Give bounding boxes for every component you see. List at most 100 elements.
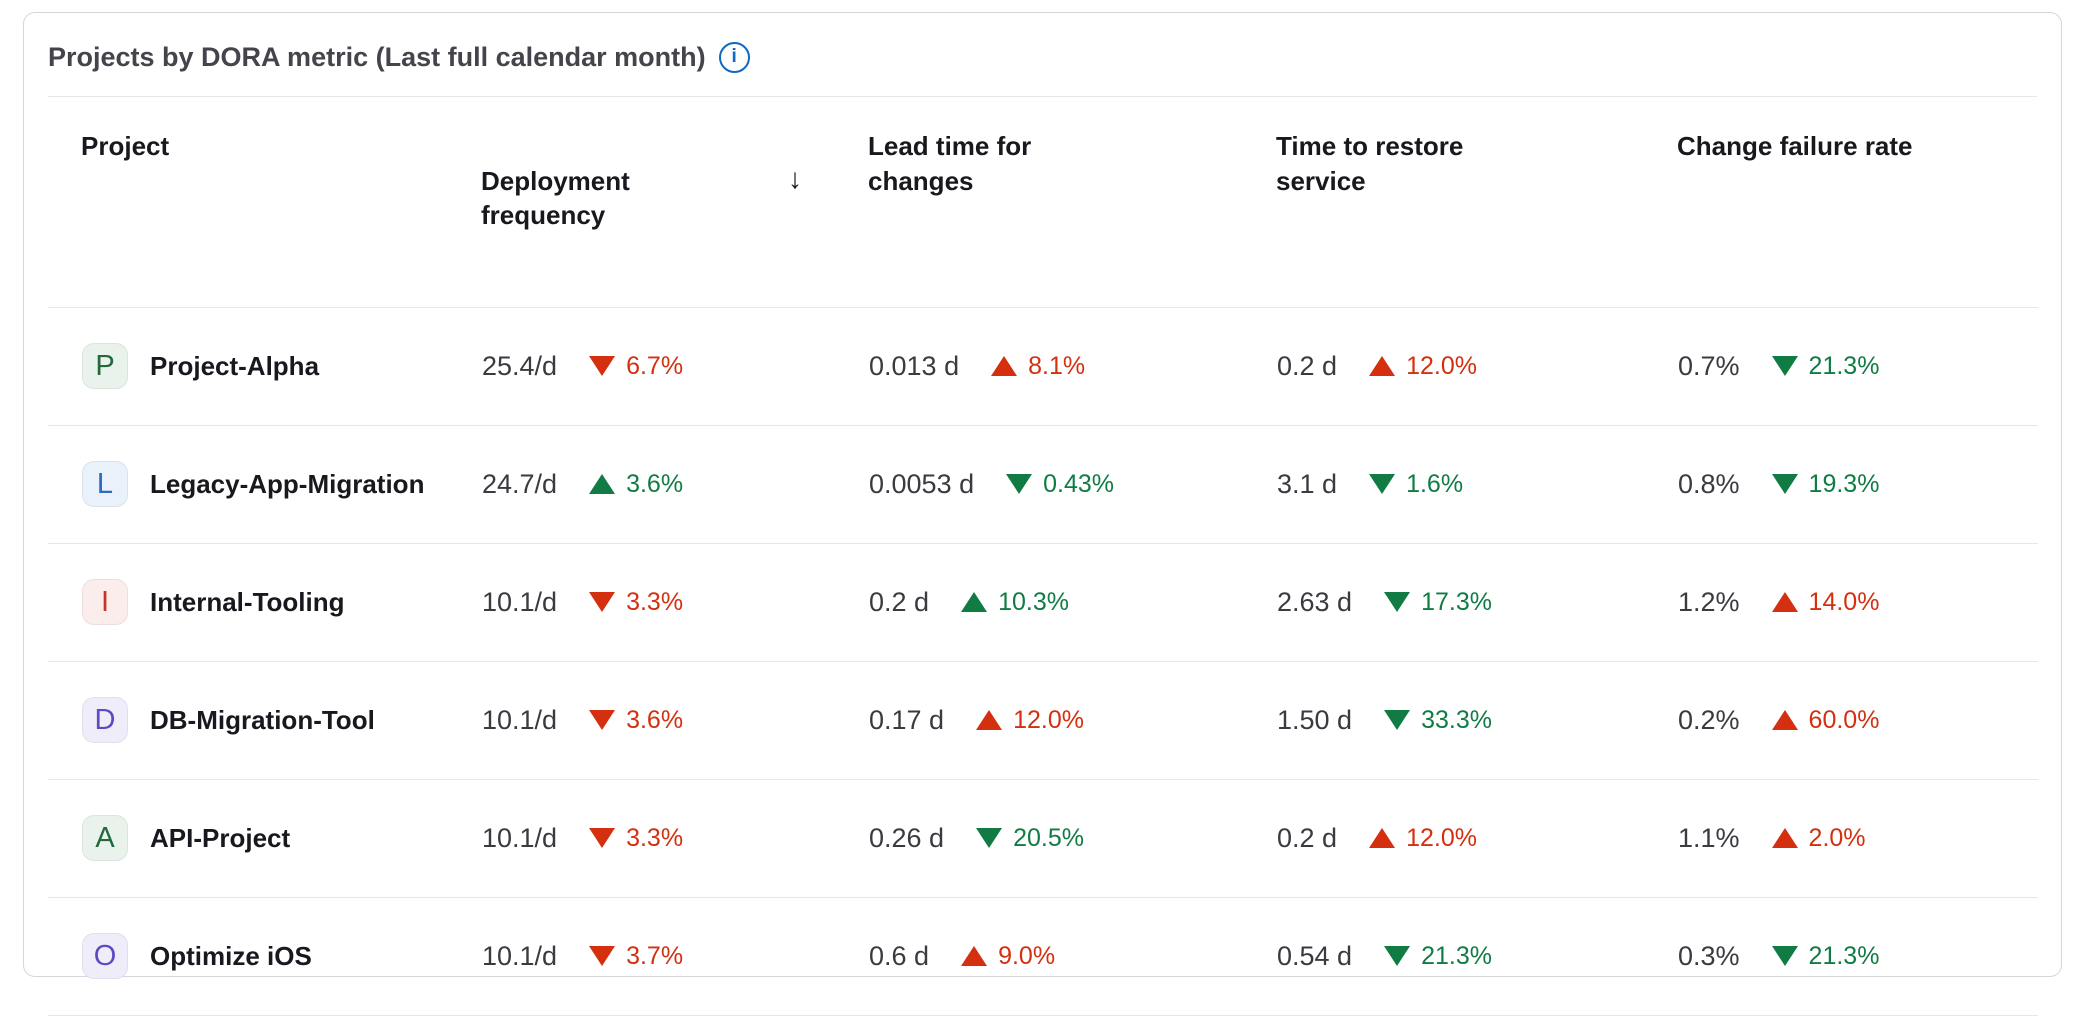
trend-indicator: 12.0% xyxy=(1369,824,1477,853)
project-avatar: P xyxy=(82,343,128,390)
page-title-text: Projects by DORA metric (Last full calen… xyxy=(48,42,706,72)
trend-indicator: 17.3% xyxy=(1384,588,1492,617)
trend-indicator: 14.0% xyxy=(1771,587,1880,617)
column-header-project[interactable]: Project xyxy=(48,97,481,308)
project-name[interactable]: Optimize iOS xyxy=(150,940,312,971)
metric-value: 0.7% xyxy=(1678,350,1740,381)
project-avatar: D xyxy=(82,697,128,744)
trend-indicator: 2.0% xyxy=(1771,823,1866,853)
table-row[interactable]: D DB-Migration-Tool 10.1/d 3.6% 0.17 d 1… xyxy=(48,661,2038,780)
table-row[interactable]: I Internal-Tooling 10.1/d 3.3% 0.2 d 10.… xyxy=(48,543,2038,662)
column-header-deployment-frequency[interactable]: Deployment frequency ↓ xyxy=(481,97,868,308)
table-row[interactable]: L Legacy-App-Migration 24.7/d 3.6% 0.005… xyxy=(48,425,2038,544)
trend-indicator: 3.6% xyxy=(589,470,683,499)
trend-arrow-icon xyxy=(589,946,616,967)
card-header: Projects by DORA metric (Last full calen… xyxy=(48,13,2037,98)
trend-percent: 3.7% xyxy=(626,941,684,970)
trend-arrow-icon xyxy=(1771,474,1798,495)
metric-value: 10.1/d xyxy=(482,940,558,971)
project-cell: I Internal-Tooling xyxy=(49,579,480,626)
change-failure-rate-cell: 0.7% 21.3% xyxy=(1678,351,2037,382)
info-icon[interactable]: i xyxy=(718,41,750,73)
trend-arrow-icon xyxy=(961,592,988,613)
metric-value: 10.1/d xyxy=(482,586,558,617)
lead-time-cell: 0.013 d 8.1% xyxy=(869,351,1275,382)
lead-time-cell: 0.0053 d 0.43% xyxy=(869,469,1275,500)
project-cell: L Legacy-App-Migration xyxy=(49,461,480,508)
trend-percent: 3.3% xyxy=(626,823,684,852)
trend-arrow-icon xyxy=(1369,474,1396,495)
sort-descending-icon: ↓ xyxy=(788,162,802,194)
trend-percent: 12.0% xyxy=(1013,705,1084,734)
trend-percent: 12.0% xyxy=(1406,823,1477,852)
trend-percent: 12.0% xyxy=(1406,351,1477,380)
project-avatar: I xyxy=(82,579,128,626)
time-to-restore-cell: 2.63 d 17.3% xyxy=(1277,587,1676,618)
trend-percent: 21.3% xyxy=(1808,351,1880,380)
metric-value: 24.7/d xyxy=(482,468,558,499)
trend-arrow-icon xyxy=(1771,356,1798,377)
trend-indicator: 21.3% xyxy=(1384,942,1492,971)
metric-value: 0.2 d xyxy=(1277,822,1338,853)
metric-value: 0.2% xyxy=(1678,704,1740,735)
project-cell: A API-Project xyxy=(49,815,480,862)
table-row[interactable]: O Optimize iOS 10.1/d 3.7% 0.6 d 9.0% 0.… xyxy=(48,897,2038,1016)
column-header-lead-time-for-changes[interactable]: Lead time for changes xyxy=(868,97,1276,308)
time-to-restore-cell: 0.2 d 12.0% xyxy=(1277,351,1676,382)
trend-percent: 33.3% xyxy=(1421,705,1492,734)
metric-value: 1.50 d xyxy=(1277,704,1353,735)
trend-percent: 20.5% xyxy=(1013,823,1084,852)
trend-percent: 8.1% xyxy=(1028,351,1086,380)
lead-time-cell: 0.26 d 20.5% xyxy=(869,823,1275,854)
metric-value: 0.54 d xyxy=(1277,940,1353,971)
trend-indicator: 1.6% xyxy=(1369,470,1463,499)
trend-percent: 6.7% xyxy=(626,351,684,380)
trend-arrow-icon xyxy=(589,828,616,849)
project-name[interactable]: Legacy-App-Migration xyxy=(150,468,425,499)
trend-indicator: 6.7% xyxy=(589,352,683,381)
dora-metrics-card: Projects by DORA metric (Last full calen… xyxy=(23,12,2062,1016)
project-avatar: L xyxy=(82,461,128,508)
metric-value: 0.26 d xyxy=(869,822,945,853)
trend-indicator: 19.3% xyxy=(1771,470,1879,499)
table-row[interactable]: P Project-Alpha 25.4/d 6.7% 0.013 d 8.1%… xyxy=(48,307,2038,426)
trend-indicator: 9.0% xyxy=(961,942,1055,971)
deployment-frequency-cell: 24.7/d 3.6% xyxy=(482,469,867,500)
column-header-deployment-frequency-label: Deployment frequency xyxy=(481,165,630,231)
deployment-frequency-cell: 10.1/d 3.3% xyxy=(482,823,867,854)
column-header-change-failure-rate[interactable]: Change failure rate xyxy=(1677,97,2038,308)
metric-value: 0.8% xyxy=(1678,468,1740,499)
trend-percent: 14.0% xyxy=(1808,587,1880,616)
trend-percent: 0.43% xyxy=(1043,469,1114,498)
trend-arrow-icon xyxy=(1369,828,1396,849)
trend-percent: 21.3% xyxy=(1808,941,1880,970)
metric-value: 25.4/d xyxy=(482,350,558,381)
table-row[interactable]: A API-Project 10.1/d 3.3% 0.26 d 20.5% 0… xyxy=(48,779,2038,898)
trend-percent: 3.3% xyxy=(626,587,684,616)
trend-percent: 2.0% xyxy=(1808,823,1866,852)
change-failure-rate-cell: 1.1% 2.0% xyxy=(1678,823,2037,854)
trend-arrow-icon xyxy=(589,474,616,495)
project-name[interactable]: Project-Alpha xyxy=(150,350,320,381)
trend-indicator: 21.3% xyxy=(1771,941,1880,971)
trend-arrow-icon xyxy=(1384,592,1411,613)
deployment-frequency-cell: 25.4/d 6.7% xyxy=(482,351,867,382)
trend-percent: 21.3% xyxy=(1421,941,1492,970)
metric-value: 0.0053 d xyxy=(869,468,975,499)
time-to-restore-cell: 1.50 d 33.3% xyxy=(1277,705,1676,736)
deployment-frequency-cell: 10.1/d 3.6% xyxy=(482,705,867,736)
project-name[interactable]: API-Project xyxy=(150,822,291,853)
lead-time-cell: 0.2 d 10.3% xyxy=(869,587,1275,618)
trend-indicator: 12.0% xyxy=(1369,352,1477,381)
change-failure-rate-cell: 0.3% 21.3% xyxy=(1678,941,2037,972)
trend-indicator: 0.43% xyxy=(1006,470,1114,499)
trend-arrow-icon xyxy=(1771,592,1798,613)
trend-percent: 17.3% xyxy=(1421,587,1492,616)
project-name[interactable]: DB-Migration-Tool xyxy=(150,704,375,735)
page-title: Projects by DORA metric (Last full calen… xyxy=(48,41,2037,73)
trend-indicator: 33.3% xyxy=(1384,706,1492,735)
deployment-frequency-cell: 10.1/d 3.3% xyxy=(482,587,867,618)
column-header-time-to-restore-service[interactable]: Time to restore service xyxy=(1276,97,1677,308)
project-name[interactable]: Internal-Tooling xyxy=(150,586,345,617)
trend-percent: 60.0% xyxy=(1808,705,1880,734)
